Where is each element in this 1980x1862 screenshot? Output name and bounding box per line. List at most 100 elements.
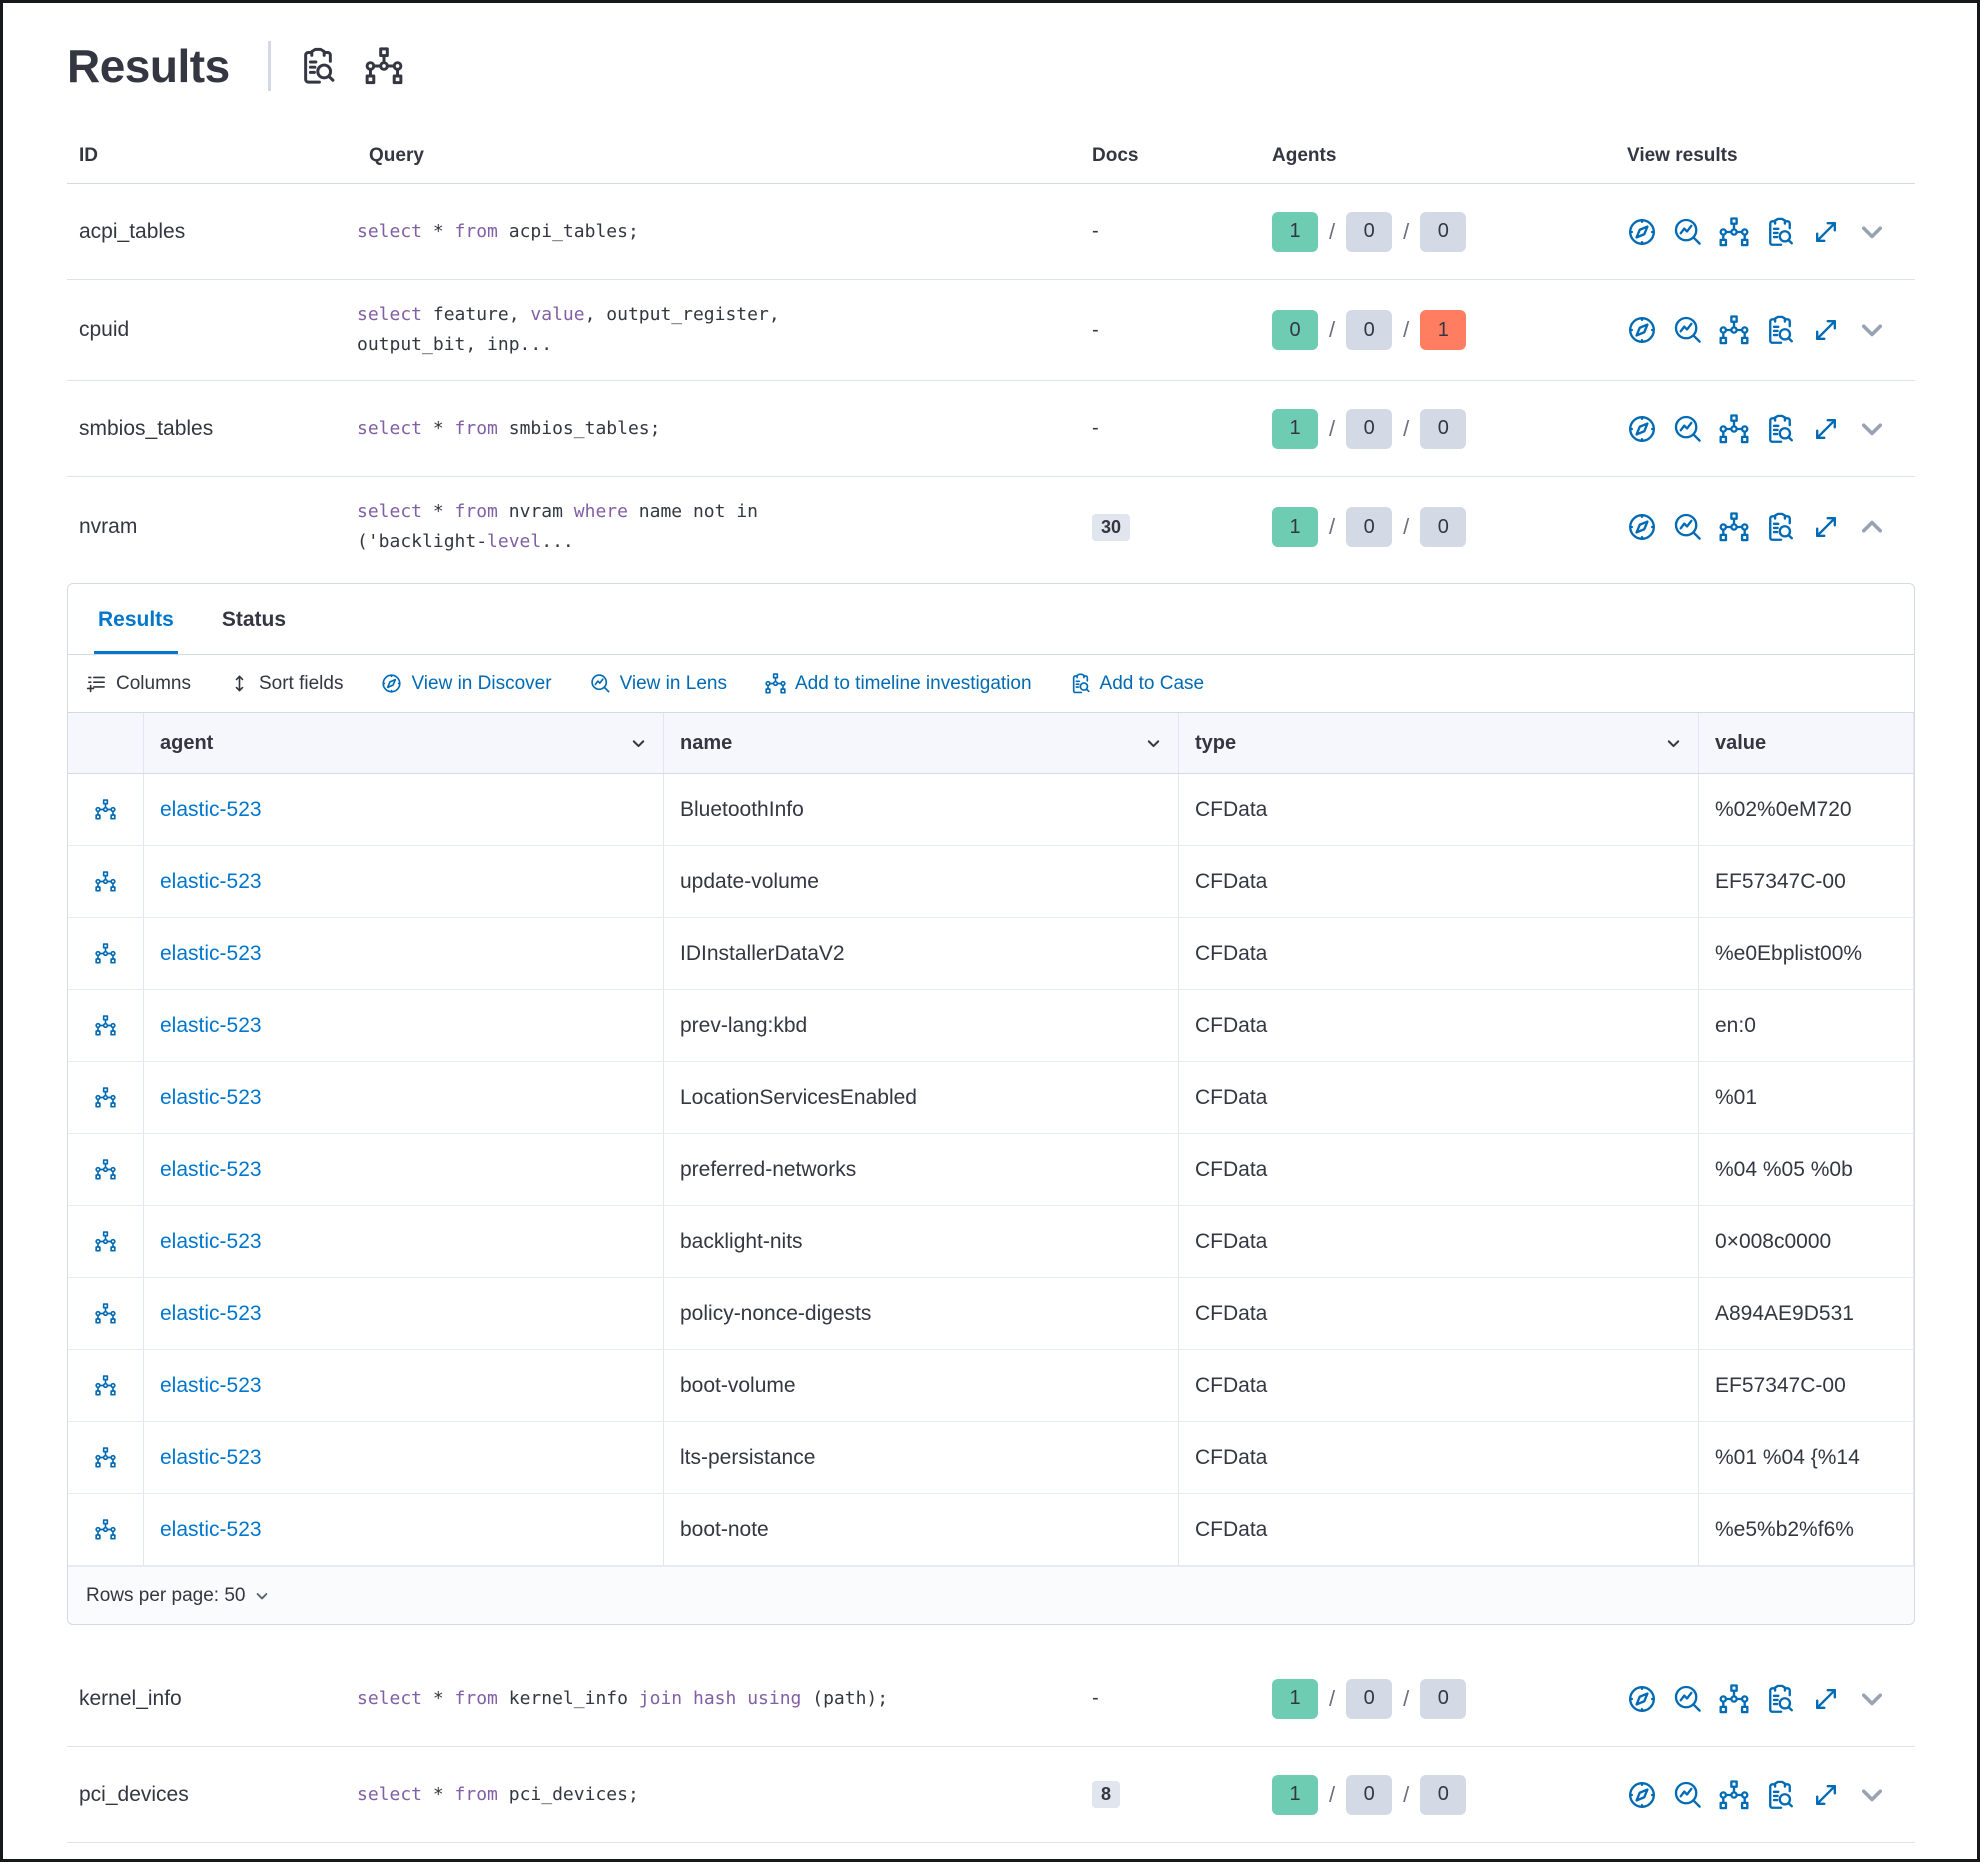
table-row: elastic-523 lts-persistance CFData %01 %… — [68, 1422, 1914, 1494]
add-to-case-icon[interactable] — [1765, 1780, 1795, 1810]
view-in-discover-icon[interactable] — [1627, 1684, 1657, 1714]
cell-name: backlight-nits — [664, 1206, 1179, 1277]
grid-header-agent[interactable]: agent — [144, 713, 664, 773]
tree-diagram-icon[interactable] — [95, 1447, 116, 1468]
view-in-discover-icon[interactable] — [1627, 1780, 1657, 1810]
query-row-kernel-info: kernel_info select * from kernel_info jo… — [67, 1651, 1915, 1747]
rows-per-page-selector[interactable]: Rows per page: 50 — [86, 1585, 270, 1607]
tree-diagram-icon[interactable] — [95, 1375, 116, 1396]
add-to-case-icon[interactable] — [1765, 1684, 1795, 1714]
cell-value: %04 %05 %0b — [1699, 1134, 1914, 1205]
docs-count: 8 — [1062, 1781, 1237, 1808]
chevron-down-icon[interactable] — [1665, 735, 1682, 752]
view-in-lens-icon[interactable] — [1673, 315, 1703, 345]
agent-link[interactable]: elastic-523 — [160, 869, 262, 893]
view-in-lens-icon[interactable] — [1673, 512, 1703, 542]
table-row: elastic-523 prev-lang:kbd CFData en:0 — [68, 990, 1914, 1062]
agents-success-badge: 1 — [1272, 408, 1318, 449]
grid-footer: Rows per page: 50 — [68, 1566, 1914, 1624]
view-in-discover-icon[interactable] — [1627, 315, 1657, 345]
tree-diagram-icon[interactable] — [365, 47, 403, 85]
clipboard-search-icon[interactable] — [299, 47, 337, 85]
view-in-discover-icon[interactable] — [1627, 217, 1657, 247]
agent-link[interactable]: elastic-523 — [160, 1157, 262, 1181]
add-to-timeline-icon[interactable] — [1719, 315, 1749, 345]
tree-diagram-icon[interactable] — [95, 871, 116, 892]
agent-link[interactable]: elastic-523 — [160, 1373, 262, 1397]
view-in-lens-icon[interactable] — [1673, 1684, 1703, 1714]
query-sql: select * from smbios_tables; — [357, 417, 661, 439]
grid-header-name[interactable]: name — [664, 713, 1179, 773]
docs-count: - — [1092, 220, 1099, 242]
chevron-up-icon[interactable] — [1857, 512, 1887, 542]
tree-diagram-icon[interactable] — [95, 799, 116, 820]
add-to-case-button[interactable]: Add to Case — [1070, 673, 1204, 695]
tree-diagram-icon[interactable] — [95, 943, 116, 964]
agent-link[interactable]: elastic-523 — [160, 1517, 262, 1541]
chevron-down-icon[interactable] — [1857, 1684, 1887, 1714]
expand-icon[interactable] — [1811, 1780, 1841, 1810]
chevron-down-icon[interactable] — [1857, 315, 1887, 345]
view-in-lens-icon[interactable] — [1673, 1780, 1703, 1810]
add-to-timeline-icon[interactable] — [1719, 217, 1749, 247]
expand-icon[interactable] — [1811, 414, 1841, 444]
agent-link[interactable]: elastic-523 — [160, 1445, 262, 1469]
tree-diagram-icon[interactable] — [95, 1519, 116, 1540]
agents-status: 1/0/0 — [1237, 507, 1592, 547]
agent-link[interactable]: elastic-523 — [160, 1085, 262, 1109]
view-in-discover-icon[interactable] — [1627, 414, 1657, 444]
view-in-lens-icon[interactable] — [1673, 217, 1703, 247]
tree-diagram-icon[interactable] — [95, 1015, 116, 1036]
add-to-timeline-icon[interactable] — [1719, 1684, 1749, 1714]
tab-status[interactable]: Status — [218, 584, 290, 654]
view-in-lens-button[interactable]: View in Lens — [590, 673, 727, 695]
query-row-pci-devices: pci_devices select * from pci_devices; 8… — [67, 1747, 1915, 1843]
expand-icon[interactable] — [1811, 315, 1841, 345]
grid-header-type[interactable]: type — [1179, 713, 1699, 773]
query-id: acpi_tables — [79, 219, 186, 243]
agents-failed-badge: 0 — [1420, 507, 1467, 547]
agents-status: 0/0/1 — [1237, 310, 1592, 350]
add-to-case-icon[interactable] — [1765, 512, 1795, 542]
agent-link[interactable]: elastic-523 — [160, 797, 262, 821]
docs-count: - — [1092, 1687, 1099, 1709]
tree-diagram-icon[interactable] — [95, 1087, 116, 1108]
query-row-acpi-tables: acpi_tables select * from acpi_tables; -… — [67, 184, 1915, 280]
add-to-timeline-icon[interactable] — [1719, 414, 1749, 444]
expand-icon[interactable] — [1811, 217, 1841, 247]
tree-diagram-icon[interactable] — [95, 1303, 116, 1324]
add-to-timeline-button[interactable]: Add to timeline investigation — [765, 673, 1032, 695]
cell-name: BluetoothInfo — [664, 774, 1179, 845]
agents-failed-badge: 1 — [1420, 310, 1467, 350]
add-to-timeline-icon[interactable] — [1719, 512, 1749, 542]
chevron-down-icon[interactable] — [1857, 1780, 1887, 1810]
tree-diagram-icon[interactable] — [95, 1159, 116, 1180]
sort-fields-button[interactable]: Sort fields — [229, 673, 343, 695]
view-in-discover-icon[interactable] — [1627, 512, 1657, 542]
chevron-down-icon[interactable] — [630, 735, 647, 752]
agent-link[interactable]: elastic-523 — [160, 1229, 262, 1253]
add-to-case-icon[interactable] — [1765, 217, 1795, 247]
expand-icon[interactable] — [1811, 512, 1841, 542]
table-row: elastic-523 LocationServicesEnabled CFDa… — [68, 1062, 1914, 1134]
chevron-down-icon[interactable] — [1857, 217, 1887, 247]
cell-name: IDInstallerDataV2 — [664, 918, 1179, 989]
table-row: elastic-523 preferred-networks CFData %0… — [68, 1134, 1914, 1206]
add-to-timeline-icon[interactable] — [1719, 1780, 1749, 1810]
agent-link[interactable]: elastic-523 — [160, 1301, 262, 1325]
grid-header-value[interactable]: value — [1699, 713, 1914, 773]
cell-value: A894AE9D531 — [1699, 1278, 1914, 1349]
chevron-down-icon[interactable] — [1857, 414, 1887, 444]
view-in-lens-icon[interactable] — [1673, 414, 1703, 444]
columns-button[interactable]: Columns — [86, 673, 191, 695]
chevron-down-icon[interactable] — [1145, 735, 1162, 752]
tab-results[interactable]: Results — [94, 584, 178, 654]
add-to-case-icon[interactable] — [1765, 315, 1795, 345]
expand-icon[interactable] — [1811, 1684, 1841, 1714]
table-row: elastic-523 backlight-nits CFData 0×008c… — [68, 1206, 1914, 1278]
agent-link[interactable]: elastic-523 — [160, 941, 262, 965]
view-in-discover-button[interactable]: View in Discover — [381, 673, 552, 695]
agent-link[interactable]: elastic-523 — [160, 1013, 262, 1037]
add-to-case-icon[interactable] — [1765, 414, 1795, 444]
tree-diagram-icon[interactable] — [95, 1231, 116, 1252]
